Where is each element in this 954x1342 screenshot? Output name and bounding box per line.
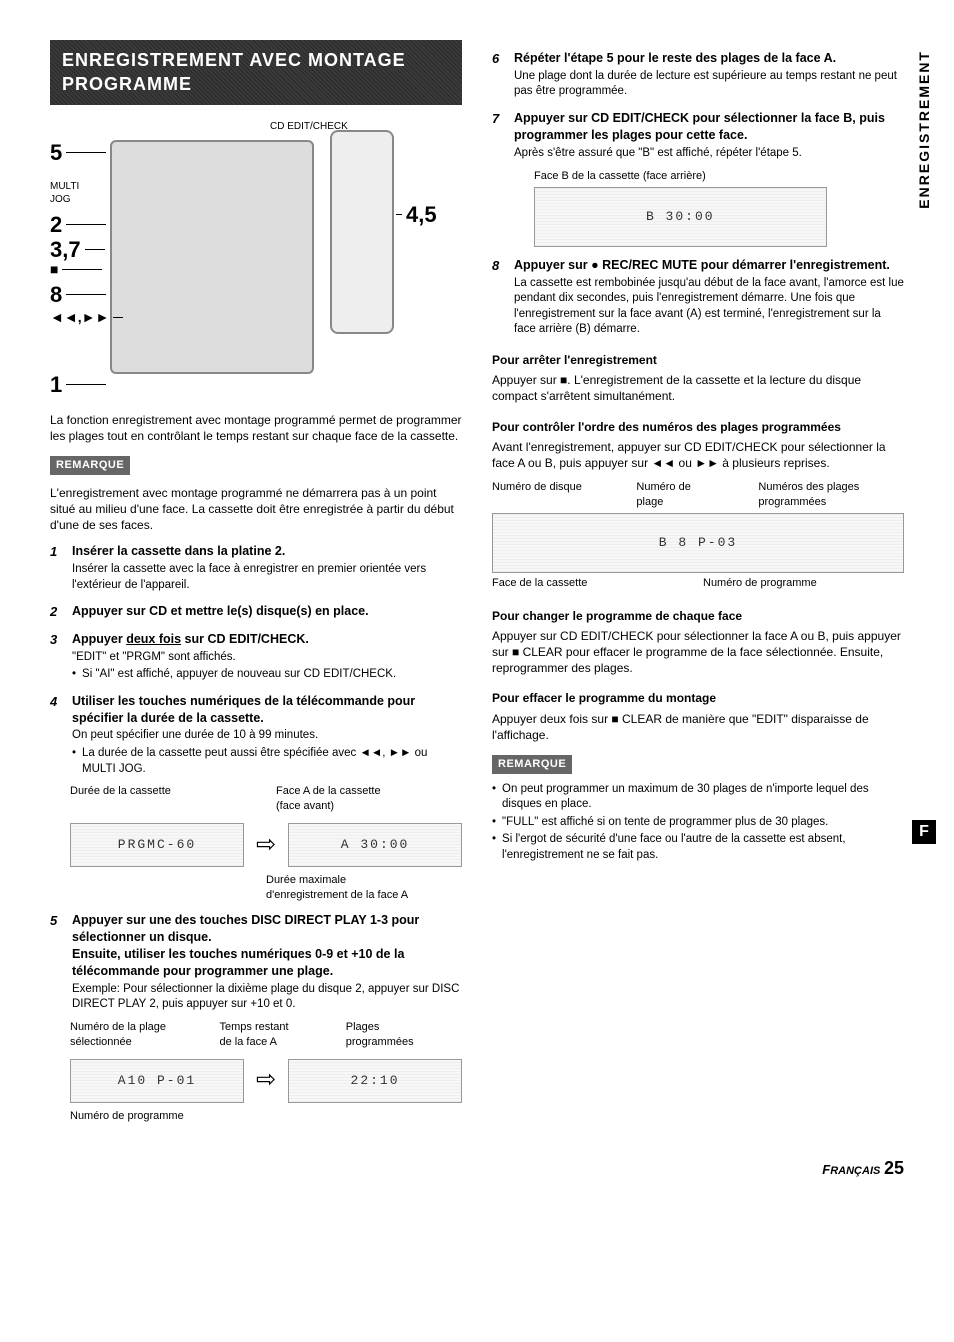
subhead-check: Pour contrôler l'ordre des numéros des p…: [492, 419, 904, 435]
lcd-display: B 8 P-03: [492, 513, 904, 573]
callout-5: 5: [50, 138, 62, 168]
step-title: Appuyer deux fois sur CD EDIT/CHECK.: [72, 631, 462, 648]
para: Appuyer deux fois sur ■ CLEAR de manière…: [492, 711, 904, 743]
lcd-display: PRGMC-60: [70, 823, 244, 867]
remarque-bullet: Si l'ergot de sécurité d'une face ou l'a…: [502, 832, 904, 863]
caption: Numéros des plages programmées: [758, 480, 904, 510]
callout-stop: ■: [50, 260, 58, 279]
callout-8: 8: [50, 280, 62, 310]
step-num: 8: [492, 257, 506, 338]
caption: Durée maximale d'enregistrement de la fa…: [266, 873, 462, 903]
lcd-display: A10 P-01: [70, 1059, 244, 1103]
step-text: "EDIT" et "PRGM" sont affichés.: [72, 650, 462, 666]
caption: Numéro de programme: [70, 1109, 462, 1124]
intro-text: La fonction enregistrement avec montage …: [50, 412, 462, 444]
step-text: Exemple: Pour sélectionner la dixième pl…: [72, 982, 462, 1013]
caption: Face de la cassette: [492, 576, 693, 591]
step-num: 1: [50, 543, 64, 593]
step-bullet: Si "AI" est affiché, appuyer de nouveau …: [82, 667, 396, 683]
caption: Face B de la cassette (face arrière): [534, 169, 904, 184]
step-text: Après s'être assuré que "B" est affiché,…: [514, 146, 904, 162]
caption: Durée de la cassette: [70, 784, 256, 814]
caption: Numéro de plage: [636, 480, 748, 510]
caption: Temps restant de la face A: [220, 1020, 336, 1050]
step-text: Une plage dont la durée de lecture est s…: [514, 69, 904, 100]
remarque-bullet: On peut programmer un maximum de 30 plag…: [502, 782, 904, 813]
device-diagram: CD EDIT/CHECK MULTI JOG 5 2 3,7 ■ 8 ◄◄,►…: [50, 120, 462, 400]
step-3: 3 Appuyer deux fois sur CD EDIT/CHECK. "…: [50, 631, 462, 683]
side-tab: ENREGISTREMENT: [915, 50, 934, 209]
step-bullet: La durée de la cassette peut aussi être …: [82, 746, 462, 777]
step-num: 5: [50, 912, 64, 1013]
para: Appuyer sur ■. L'enregistrement de la ca…: [492, 372, 904, 404]
step-num: 3: [50, 631, 64, 683]
arrow-icon: ⇨: [252, 1064, 280, 1096]
diagram-label-multijog: MULTI JOG: [50, 180, 79, 207]
step-num: 4: [50, 693, 64, 777]
lcd-display: 22:10: [288, 1059, 462, 1103]
step-num: 2: [50, 603, 64, 621]
step-6: 6 Répéter l'étape 5 pour le reste des pl…: [492, 50, 904, 100]
step-title: Appuyer sur CD EDIT/CHECK pour sélection…: [514, 110, 904, 144]
callout-45: 4,5: [406, 200, 437, 230]
step-num: 6: [492, 50, 506, 100]
step-title: Appuyer sur CD et mettre le(s) disque(s)…: [72, 603, 462, 620]
para: Appuyer sur CD EDIT/CHECK pour sélection…: [492, 628, 904, 677]
remarque-1-text: L'enregistrement avec montage programmé …: [50, 485, 462, 534]
subhead-change: Pour changer le programme de chaque face: [492, 608, 904, 624]
step-num: 7: [492, 110, 506, 247]
remarque-bullet: "FULL" est affiché si on tente de progra…: [502, 815, 828, 831]
step-7: 7 Appuyer sur CD EDIT/CHECK pour sélecti…: [492, 110, 904, 247]
step-title: Appuyer sur une des touches DISC DIRECT …: [72, 912, 462, 980]
caption: Face A de la cassette (face avant): [276, 784, 462, 814]
step-title: Répéter l'étape 5 pour le reste des plag…: [514, 50, 904, 67]
callout-rewff: ◄◄,►►: [50, 308, 109, 327]
para: Avant l'enregistrement, appuyer sur CD E…: [492, 439, 904, 471]
side-tab-f: F: [912, 820, 936, 844]
step-title: Utiliser les touches numériques de la té…: [72, 693, 462, 727]
lcd-display: A 30:00: [288, 823, 462, 867]
step-title: Appuyer sur ● REC/REC MUTE pour démarrer…: [514, 257, 904, 274]
remarque-heading-1: REMARQUE: [50, 456, 130, 475]
caption: Numéro de la plage sélectionnée: [70, 1020, 210, 1050]
step-5: 5 Appuyer sur une des touches DISC DIREC…: [50, 912, 462, 1013]
caption: Numéro de programme: [703, 576, 904, 591]
arrow-icon: ⇨: [252, 829, 280, 861]
callout-1: 1: [50, 370, 62, 400]
remarque-heading-2: REMARQUE: [492, 755, 572, 774]
step-1: 1 Insérer la cassette dans la platine 2.…: [50, 543, 462, 593]
page-footer: FRANÇAIS 25: [50, 1156, 904, 1180]
caption: Numéro de disque: [492, 480, 626, 510]
step-text: La cassette est rembobinée jusqu'au débu…: [514, 276, 904, 338]
step-title: Insérer la cassette dans la platine 2.: [72, 543, 462, 560]
step-2: 2 Appuyer sur CD et mettre le(s) disque(…: [50, 603, 462, 621]
step-text: On peut spécifier une durée de 10 à 99 m…: [72, 728, 462, 744]
step-text: Insérer la cassette avec la face à enreg…: [72, 562, 462, 593]
caption: Plages programmées: [346, 1020, 462, 1050]
step-8: 8 Appuyer sur ● REC/REC MUTE pour démarr…: [492, 257, 904, 338]
subhead-stop: Pour arrêter l'enregistrement: [492, 352, 904, 368]
page-title: ENREGISTREMENT AVEC MONTAGE PROGRAMME: [50, 40, 462, 105]
subhead-erase: Pour effacer le programme du montage: [492, 690, 904, 706]
lcd-display: B 30:00: [534, 187, 827, 247]
step-4: 4 Utiliser les touches numériques de la …: [50, 693, 462, 777]
